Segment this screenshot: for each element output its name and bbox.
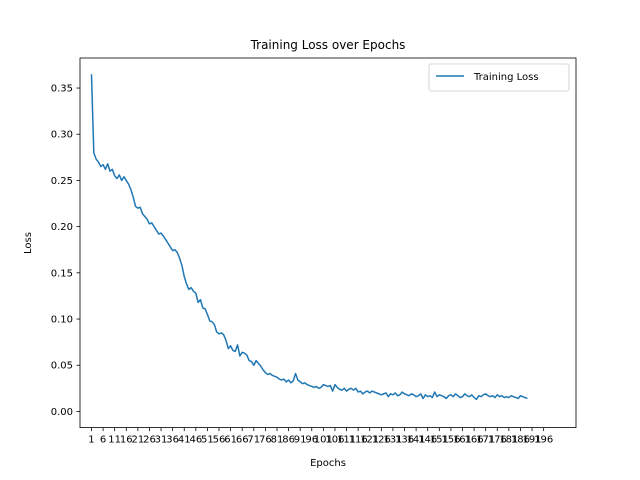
y-tick-label: 0.35	[51, 84, 73, 95]
x-tick-label: 196	[534, 435, 553, 446]
x-tick-label: 6	[100, 435, 106, 446]
x-tick-label: 181	[499, 435, 518, 446]
x-tick-label: 151	[430, 435, 449, 446]
y-tick-label: 0.20	[51, 222, 73, 233]
x-tick-label: 146	[418, 435, 437, 446]
x-tick-label: 81	[271, 435, 284, 446]
plot-background	[80, 58, 576, 428]
y-tick-label: 0.15	[51, 268, 73, 279]
x-tick-label: 51	[201, 435, 214, 446]
y-tick-label: 0.25	[51, 176, 73, 187]
x-tick-label: 21	[131, 435, 144, 446]
y-axis-ticks: 0.00 0.05 0.10 0.15 0.20 0.25 0.30 0.35	[51, 84, 80, 418]
x-tick-label: 31	[155, 435, 168, 446]
x-tick-label: 171	[476, 435, 495, 446]
x-tick-label: 111	[337, 435, 356, 446]
x-tick-label: 141	[407, 435, 426, 446]
x-tick-label: 26	[143, 435, 156, 446]
x-tick-label: 166	[465, 435, 484, 446]
x-tick-label: 186	[511, 435, 530, 446]
x-axis-label: Epochs	[310, 458, 346, 469]
x-tick-label: 176	[488, 435, 507, 446]
x-tick-label: 36	[166, 435, 179, 446]
x-tick-label: 11	[108, 435, 121, 446]
series-group	[90, 74, 528, 401]
x-tick-label: 191	[523, 435, 542, 446]
plot-frame	[79, 57, 577, 429]
x-tick-label: 96	[305, 435, 318, 446]
y-tick-label: 0.30	[51, 130, 73, 141]
x-tick-label: 66	[236, 435, 249, 446]
legend-label: Training Loss	[473, 72, 539, 83]
series-line-0	[90, 74, 528, 401]
x-tick-label: 41	[178, 435, 191, 446]
legend-box	[428, 63, 570, 92]
x-tick-label: 61	[224, 435, 237, 446]
x-tick-label: 121	[360, 435, 379, 446]
x-tick-label: 131	[383, 435, 402, 446]
x-tick-label: 76	[259, 435, 272, 446]
x-tick-label: 161	[453, 435, 472, 446]
x-tick-label: 56	[213, 435, 226, 446]
x-tick-label: 136	[395, 435, 414, 446]
x-tick-label: 156	[441, 435, 460, 446]
x-tick-label: 106	[325, 435, 344, 446]
y-tick-label: 0.00	[51, 407, 73, 418]
legend: Training Loss	[428, 63, 570, 92]
x-tick-label: 86	[282, 435, 295, 446]
x-tick-label: 1	[88, 435, 94, 446]
x-tick-label: 126	[372, 435, 391, 446]
y-tick-label: 0.10	[51, 315, 73, 326]
x-tick-label: 91	[294, 435, 307, 446]
y-axis-label: Loss	[23, 232, 34, 254]
x-tick-label: 101	[314, 435, 333, 446]
x-tick-label: 46	[189, 435, 202, 446]
plot-area: 1 6 11162126313641465156616671768186919610…	[51, 57, 577, 446]
x-tick-label: 71	[247, 435, 260, 446]
chart-title: Training Loss over Epochs	[250, 38, 406, 52]
y-tick-label: 0.05	[51, 361, 73, 372]
x-tick-label: 116	[349, 435, 368, 446]
x-axis-ticks: 1 6 11162126313641465156616671768186919610…	[88, 427, 553, 446]
x-tick-label: 16	[120, 435, 133, 446]
